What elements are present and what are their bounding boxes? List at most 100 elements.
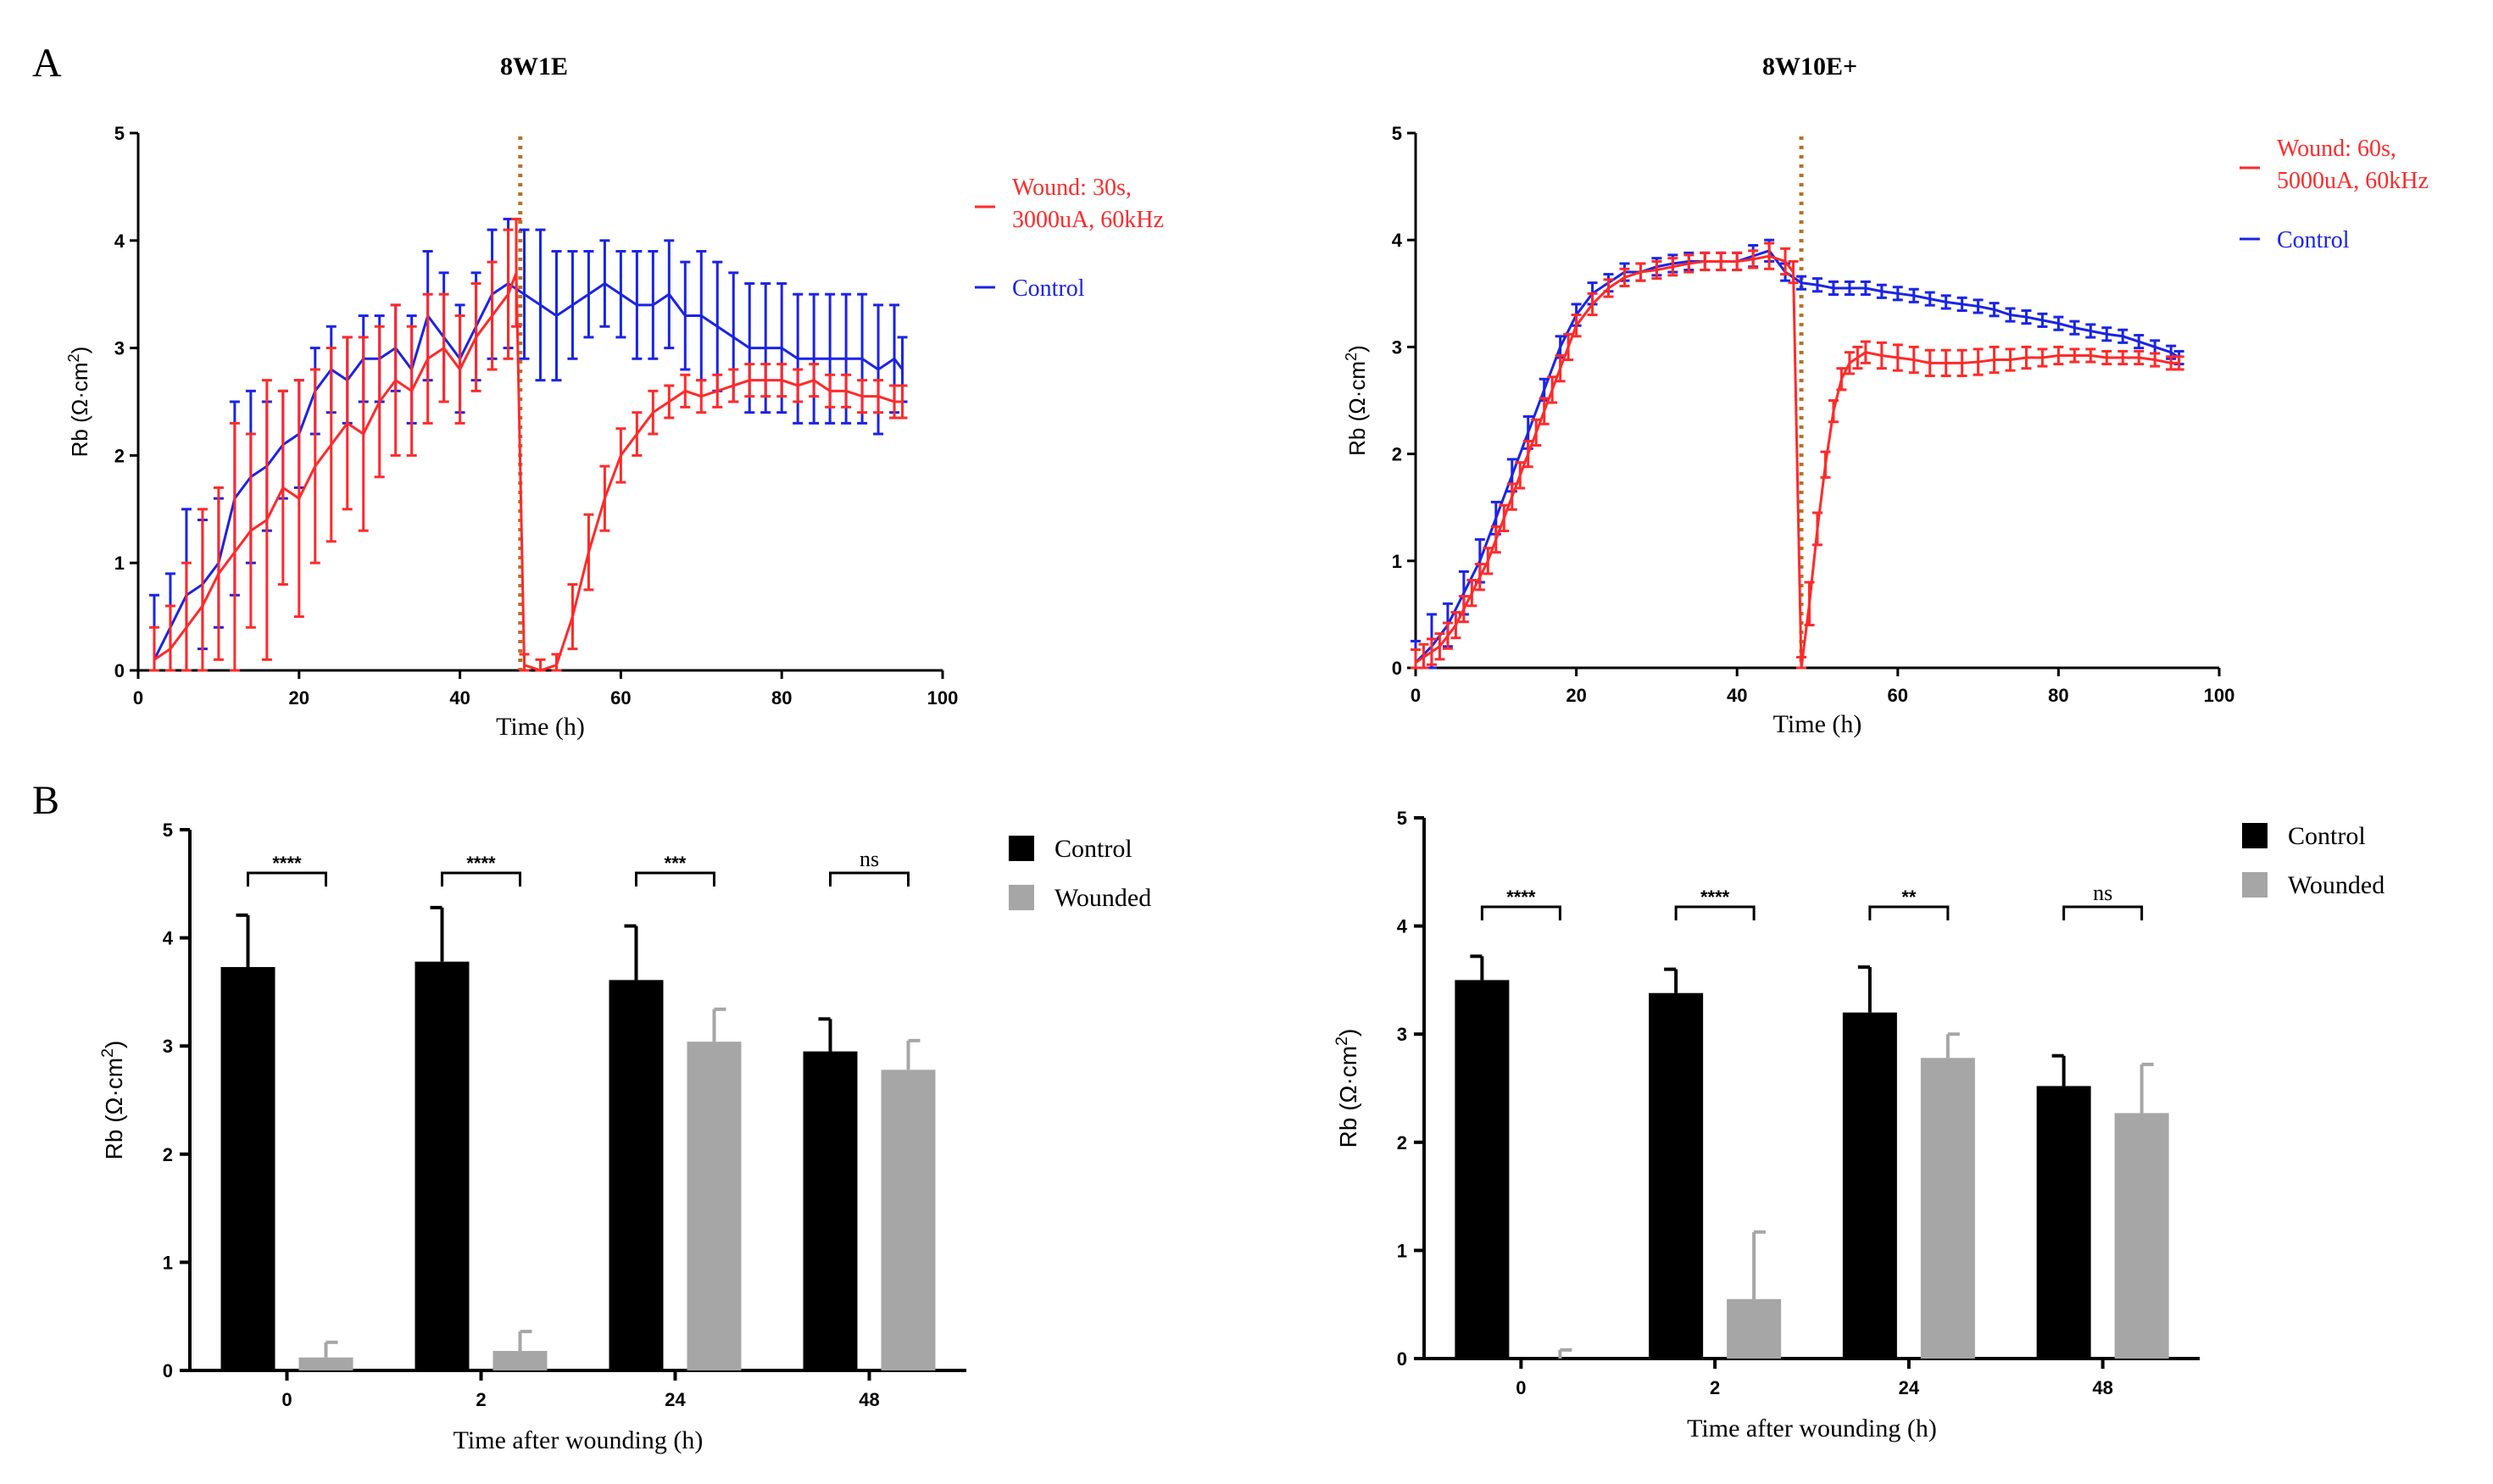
bar-wounded xyxy=(298,1357,353,1370)
y-tick-label: 4 xyxy=(1397,916,1408,937)
line-chart-8w1e: 8W1E 0 20 40 60 80 100 0 1 2 3 4 5 Time (h) Rb (Ω·cm2)… xyxy=(65,53,1164,741)
bar-wounded xyxy=(492,1351,548,1370)
y-tick-label: 2 xyxy=(114,445,125,466)
y-tick-label: 3 xyxy=(114,338,125,359)
bar-control xyxy=(220,967,275,1370)
bar-wounded xyxy=(1727,1298,1782,1359)
panel-label-b: B xyxy=(32,778,59,823)
significance-bracket xyxy=(1480,905,1561,920)
legend-swatch-control xyxy=(2242,823,2268,848)
bar-chart-8w1e: 0 1 2 3 4 5 Rb (Ω·cm2) Time after wounding (h) 0… xyxy=(98,820,1151,1454)
y-tick-label: 3 xyxy=(163,1036,173,1057)
y-tick-label: 0 xyxy=(114,660,125,681)
series-line-wounded xyxy=(153,272,903,672)
x-tick-label: 20 xyxy=(1566,685,1586,706)
legend-swatch-wounded xyxy=(2242,872,2268,898)
legend-label-control: Control xyxy=(2277,227,2350,253)
y-tick-label: 2 xyxy=(1392,444,1402,465)
y-tick-label: 3 xyxy=(1392,336,1402,358)
legend-label-wounded: Wound: 60s, xyxy=(2277,136,2396,162)
legend-label-control: Control xyxy=(1012,275,1085,302)
legend-swatch-control xyxy=(1009,836,1034,861)
significance-label: **** xyxy=(272,853,302,874)
x-tick-label: 100 xyxy=(2204,685,2235,706)
legend-label-wounded: Wound: 30s, xyxy=(1012,175,1132,201)
significance-label: **** xyxy=(466,853,496,874)
significance-bracket xyxy=(829,871,910,887)
legend-label-wounded-line2: 5000uA, 60kHz xyxy=(2277,168,2429,194)
x-tick-label: 0 xyxy=(281,1389,292,1410)
x-tick-label: 0 xyxy=(1411,685,1421,706)
significance-label: *** xyxy=(665,853,687,874)
x-tick-label: 2 xyxy=(476,1389,486,1410)
significance-bracket xyxy=(2062,905,2144,920)
x-axis-label: Time (h) xyxy=(496,713,585,741)
x-tick-label: 0 xyxy=(133,687,143,709)
x-axis-label: Time after wounding (h) xyxy=(1687,1415,1937,1442)
significance-label: ns xyxy=(2093,881,2112,905)
significance-bracket xyxy=(635,871,715,887)
y-tick-label: 2 xyxy=(1397,1132,1407,1153)
significance-bracket xyxy=(1868,905,1950,920)
bar-wounded xyxy=(2114,1113,2169,1359)
bar-control xyxy=(609,980,664,1370)
y-tick-label: 0 xyxy=(1392,658,1402,679)
y-tick-label: 4 xyxy=(163,928,174,949)
y-tick-label: 2 xyxy=(163,1144,173,1165)
legend-label-wounded: Wounded xyxy=(1055,884,1151,912)
y-tick-label: 5 xyxy=(1392,123,1402,144)
y-tick-label: 3 xyxy=(1397,1024,1407,1045)
series-line-control xyxy=(153,281,904,660)
chart-title: 8W1E xyxy=(500,53,568,81)
y-tick-label: 5 xyxy=(114,123,125,144)
series-line-control xyxy=(1414,249,2180,664)
x-tick-label: 40 xyxy=(1727,685,1747,706)
x-tick-label: 24 xyxy=(1899,1377,1920,1398)
significance-bracket xyxy=(1674,905,1756,920)
chart-title: 8W10E+ xyxy=(1762,53,1857,81)
panel-label-a: A xyxy=(32,41,62,86)
x-tick-label: 48 xyxy=(859,1389,879,1410)
series-line-wounded xyxy=(1415,254,2179,669)
y-axis-label: Rb (Ω·cm2) xyxy=(65,347,92,458)
y-tick-label: 5 xyxy=(1397,808,1407,829)
significance-label: **** xyxy=(1700,887,1730,908)
bar-wounded xyxy=(881,1070,936,1370)
x-tick-label: 20 xyxy=(289,687,309,709)
y-axis-label: Rb (Ω·cm2) xyxy=(98,1041,127,1160)
x-axis-label: Time after wounding (h) xyxy=(454,1426,704,1454)
y-tick-label: 0 xyxy=(163,1360,173,1381)
bar-control xyxy=(1649,992,1704,1359)
y-tick-label: 1 xyxy=(1392,551,1402,572)
legend-label-wounded-line2: 3000uA, 60kHz xyxy=(1012,207,1164,233)
significance-label: **** xyxy=(1506,887,1536,908)
bar-wounded xyxy=(1920,1058,1975,1359)
y-tick-label: 0 xyxy=(1397,1348,1407,1370)
y-tick-label: 1 xyxy=(114,553,125,574)
x-tick-label: 2 xyxy=(1710,1377,1720,1398)
x-tick-label: 60 xyxy=(610,687,631,709)
x-tick-label: 60 xyxy=(1888,685,1908,706)
x-tick-label: 40 xyxy=(449,687,470,709)
bar-control xyxy=(2036,1086,2091,1359)
x-tick-label: 80 xyxy=(2048,685,2068,706)
x-tick-label: 48 xyxy=(2092,1377,2112,1398)
legend-label-control: Control xyxy=(2288,822,2366,850)
bar-chart-8w10e: 0 1 2 3 4 5 Rb (Ω·cm2) Time after wounding (h) 0… xyxy=(1333,808,2384,1442)
legend-swatch-wounded xyxy=(1009,885,1034,910)
y-tick-label: 5 xyxy=(163,820,173,841)
significance-label: ns xyxy=(860,847,879,871)
bar-control xyxy=(415,961,470,1370)
bar-control xyxy=(1842,1012,1897,1359)
y-tick-label: 4 xyxy=(114,231,125,252)
x-tick-label: 80 xyxy=(771,687,792,709)
line-chart-8w10e: 8W10E+ 0 20 40 60 80 100 0 1 2 3 4 5 Time (h) Rb (Ω·cm… xyxy=(1343,53,2429,738)
bar-wounded xyxy=(687,1042,742,1370)
x-axis-label: Time (h) xyxy=(1773,710,1862,738)
legend-label-control: Control xyxy=(1055,835,1132,863)
x-tick-label: 0 xyxy=(1516,1377,1526,1398)
bar-control xyxy=(1455,980,1510,1359)
significance-bracket xyxy=(441,871,521,887)
legend-label-wounded: Wounded xyxy=(2288,871,2384,899)
